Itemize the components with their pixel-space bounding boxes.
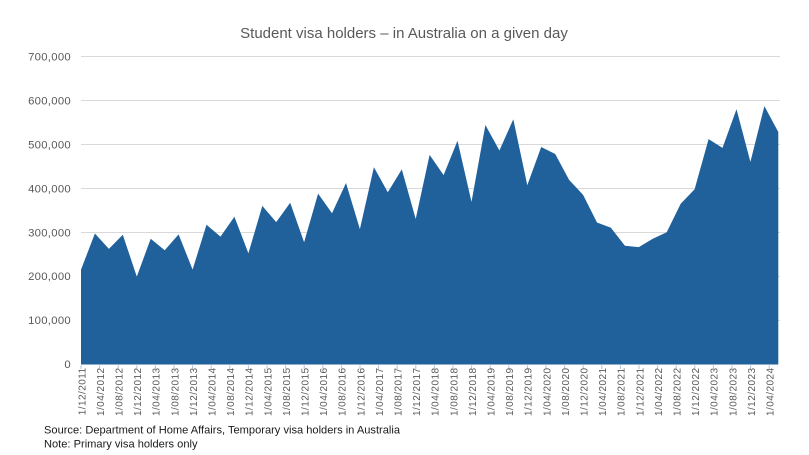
svg-text:1/08/2013: 1/08/2013 <box>170 368 181 417</box>
svg-text:1/12/2013: 1/12/2013 <box>189 368 200 417</box>
svg-text:1/04/2018: 1/04/2018 <box>431 368 442 417</box>
svg-text:Source: Department of Home Aff: Source: Department of Home Affairs, Temp… <box>44 424 401 436</box>
svg-text:1/04/2024: 1/04/2024 <box>766 368 777 417</box>
svg-text:1/12/2019: 1/12/2019 <box>524 368 535 417</box>
svg-text:1/08/2022: 1/08/2022 <box>673 368 684 417</box>
svg-text:1/12/2022: 1/12/2022 <box>691 368 702 417</box>
svg-text:100,000: 100,000 <box>28 315 71 327</box>
svg-text:Note: Primary visa holders onl: Note: Primary visa holders only <box>44 438 198 450</box>
svg-text:1/08/2014: 1/08/2014 <box>226 368 237 417</box>
svg-text:1/08/2021: 1/08/2021 <box>617 368 628 417</box>
svg-text:500,000: 500,000 <box>28 139 71 151</box>
svg-text:1/12/2011: 1/12/2011 <box>77 368 88 416</box>
svg-text:1/04/2023: 1/04/2023 <box>710 368 721 417</box>
svg-text:1/12/2018: 1/12/2018 <box>468 368 479 417</box>
svg-text:1/12/2016: 1/12/2016 <box>356 368 367 417</box>
svg-text:1/04/2015: 1/04/2015 <box>263 368 274 417</box>
svg-text:200,000: 200,000 <box>28 271 71 283</box>
svg-text:1/08/2020: 1/08/2020 <box>561 368 572 417</box>
svg-text:400,000: 400,000 <box>28 183 71 195</box>
svg-text:1/04/2022: 1/04/2022 <box>654 368 665 417</box>
svg-text:1/12/2021: 1/12/2021 <box>635 368 646 417</box>
svg-text:1/04/2021: 1/04/2021 <box>598 368 609 417</box>
svg-text:1/12/2023: 1/12/2023 <box>747 368 758 417</box>
svg-text:700,000: 700,000 <box>28 52 71 64</box>
svg-text:1/08/2017: 1/08/2017 <box>394 368 405 417</box>
svg-text:1/12/2012: 1/12/2012 <box>133 368 144 417</box>
svg-text:1/08/2018: 1/08/2018 <box>449 368 460 417</box>
svg-text:1/12/2015: 1/12/2015 <box>301 368 312 417</box>
svg-text:1/08/2015: 1/08/2015 <box>282 368 293 417</box>
svg-text:1/08/2012: 1/08/2012 <box>115 368 126 417</box>
svg-text:0: 0 <box>64 359 71 371</box>
svg-text:1/08/2016: 1/08/2016 <box>338 368 349 417</box>
svg-text:1/04/2019: 1/04/2019 <box>487 368 498 417</box>
svg-text:600,000: 600,000 <box>28 96 71 108</box>
svg-text:Student visa holders – in Aust: Student visa holders – in Australia on a… <box>240 25 568 42</box>
svg-text:1/04/2016: 1/04/2016 <box>319 368 330 417</box>
svg-text:1/12/2014: 1/12/2014 <box>245 368 256 417</box>
svg-text:1/04/2013: 1/04/2013 <box>152 368 163 417</box>
svg-text:300,000: 300,000 <box>28 227 71 239</box>
svg-text:1/08/2023: 1/08/2023 <box>728 368 739 417</box>
svg-text:1/12/2020: 1/12/2020 <box>580 368 591 417</box>
svg-text:1/12/2017: 1/12/2017 <box>412 368 423 417</box>
svg-text:1/04/2012: 1/04/2012 <box>96 368 107 417</box>
svg-text:1/04/2017: 1/04/2017 <box>375 368 386 417</box>
svg-text:1/08/2019: 1/08/2019 <box>505 368 516 417</box>
svg-text:1/04/2014: 1/04/2014 <box>208 368 219 417</box>
svg-text:1/04/2020: 1/04/2020 <box>542 368 553 417</box>
